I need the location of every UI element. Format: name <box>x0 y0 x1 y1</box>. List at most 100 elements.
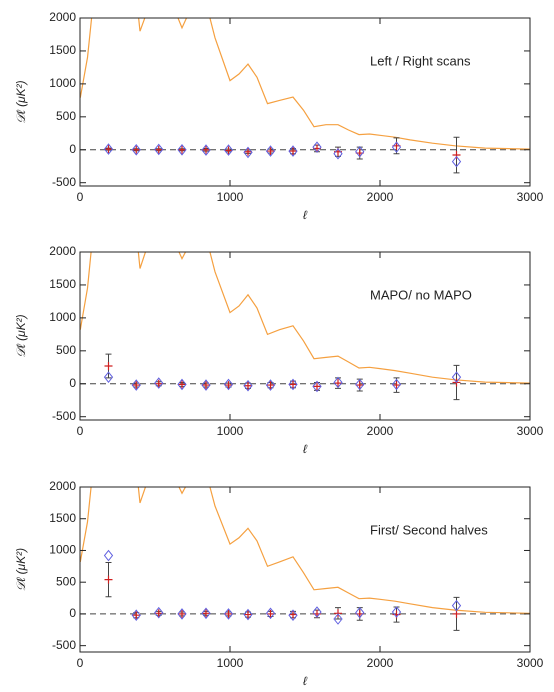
x-tick-label: 0 <box>77 190 84 204</box>
diamond-marker <box>243 608 253 621</box>
cross-marker <box>224 609 233 618</box>
x-tick-label: 2000 <box>367 190 394 204</box>
diamond-marker <box>312 141 322 153</box>
diamond-marker <box>391 606 402 618</box>
y-tick-label: 500 <box>56 574 76 588</box>
plot-area <box>80 18 530 174</box>
error-cap <box>453 136 460 174</box>
x-tick-label: 3000 <box>517 190 544 204</box>
cross-marker <box>202 381 210 390</box>
error-cap <box>453 364 460 401</box>
y-tick-label: 1500 <box>49 277 76 291</box>
diamond-marker <box>131 379 141 391</box>
diamond-marker <box>391 141 402 153</box>
error-cap <box>105 353 112 379</box>
x-tick-label: 3000 <box>517 656 544 670</box>
diamond-marker <box>288 609 298 621</box>
diamond-marker <box>451 599 462 612</box>
x-tick-label: 0 <box>77 424 84 438</box>
diamond-marker <box>223 378 234 391</box>
cross-marker <box>266 381 275 390</box>
cross-marker <box>202 609 210 618</box>
cross-marker <box>313 382 321 391</box>
cross-marker <box>244 147 252 156</box>
diamond-marker <box>312 606 322 618</box>
diamond-marker <box>451 155 462 168</box>
y-tick-label: 2000 <box>49 10 76 24</box>
y-tick-label: 1000 <box>49 76 76 90</box>
y-axis-label: 𝒟ℓ (μK²) <box>14 548 28 591</box>
diamond-marker <box>223 144 234 156</box>
diamond-marker <box>243 146 253 159</box>
cross-marker <box>104 575 113 584</box>
y-axis-label: 𝒟ℓ (μK²) <box>14 314 28 357</box>
x-tick-label: 1000 <box>217 656 244 670</box>
y-tick-label: -500 <box>52 638 76 652</box>
cross-marker <box>104 145 113 154</box>
error-cap <box>335 607 341 620</box>
cross-marker <box>132 145 141 154</box>
y-tick-label: 500 <box>56 109 76 123</box>
cross-marker <box>178 609 186 618</box>
error-cap <box>453 596 460 631</box>
cross-marker <box>244 610 252 619</box>
cross-marker <box>178 380 186 389</box>
diamond-marker <box>201 379 211 391</box>
y-tick-label: 1000 <box>49 310 76 324</box>
y-tick-label: 0 <box>69 376 76 390</box>
frame <box>79 17 531 187</box>
x-tick-label: 1000 <box>217 424 244 438</box>
x-axis-label: ℓ <box>303 208 308 222</box>
cross-marker <box>289 380 297 389</box>
cross-marker <box>452 151 461 160</box>
cross-marker <box>202 145 210 154</box>
diamond-marker <box>391 378 402 391</box>
y-tick-label: 1000 <box>49 543 76 557</box>
cross-marker <box>132 381 141 390</box>
cross-marker <box>266 609 275 618</box>
frame <box>79 251 531 421</box>
y-axis-label: 𝒟ℓ (μK²) <box>14 80 28 123</box>
diamond-marker <box>177 143 187 156</box>
x-tick-label: 2000 <box>367 424 394 438</box>
cross-marker <box>154 145 163 154</box>
x-tick-label: 1000 <box>217 190 244 204</box>
diamond-marker <box>333 613 343 625</box>
error-cap <box>393 137 400 155</box>
cross-marker <box>154 609 163 618</box>
cross-marker <box>289 610 297 619</box>
y-tick-label: 500 <box>56 343 76 357</box>
diamond-marker <box>288 145 298 157</box>
x-tick-label: 2000 <box>367 656 394 670</box>
y-tick-label: -500 <box>52 175 76 189</box>
plot-area <box>80 252 530 401</box>
plot-area <box>80 487 530 631</box>
cross-marker <box>178 145 186 154</box>
annotation: First/ Second halves <box>370 522 488 537</box>
cross-marker <box>244 381 252 390</box>
x-tick-label: 3000 <box>517 424 544 438</box>
y-tick-label: 0 <box>69 142 76 156</box>
diamond-marker <box>265 607 276 620</box>
diamond-marker <box>201 144 211 156</box>
diamond-marker <box>103 143 114 155</box>
diamond-marker <box>154 377 164 389</box>
error-cap <box>393 377 400 393</box>
y-tick-label: 2000 <box>49 244 76 258</box>
cross-marker <box>266 147 275 156</box>
theory-curve <box>80 252 530 384</box>
y-tick-label: 0 <box>69 606 76 620</box>
diamond-marker <box>451 371 462 383</box>
diamond-marker <box>265 379 276 391</box>
cross-marker <box>224 146 233 155</box>
diamond-marker <box>355 606 365 619</box>
theory-curve <box>80 18 530 150</box>
x-axis-label: ℓ <box>303 442 308 456</box>
diamond-marker <box>243 379 253 392</box>
cross-marker <box>132 611 141 620</box>
diamond-marker <box>201 607 211 620</box>
cross-marker <box>289 147 297 156</box>
